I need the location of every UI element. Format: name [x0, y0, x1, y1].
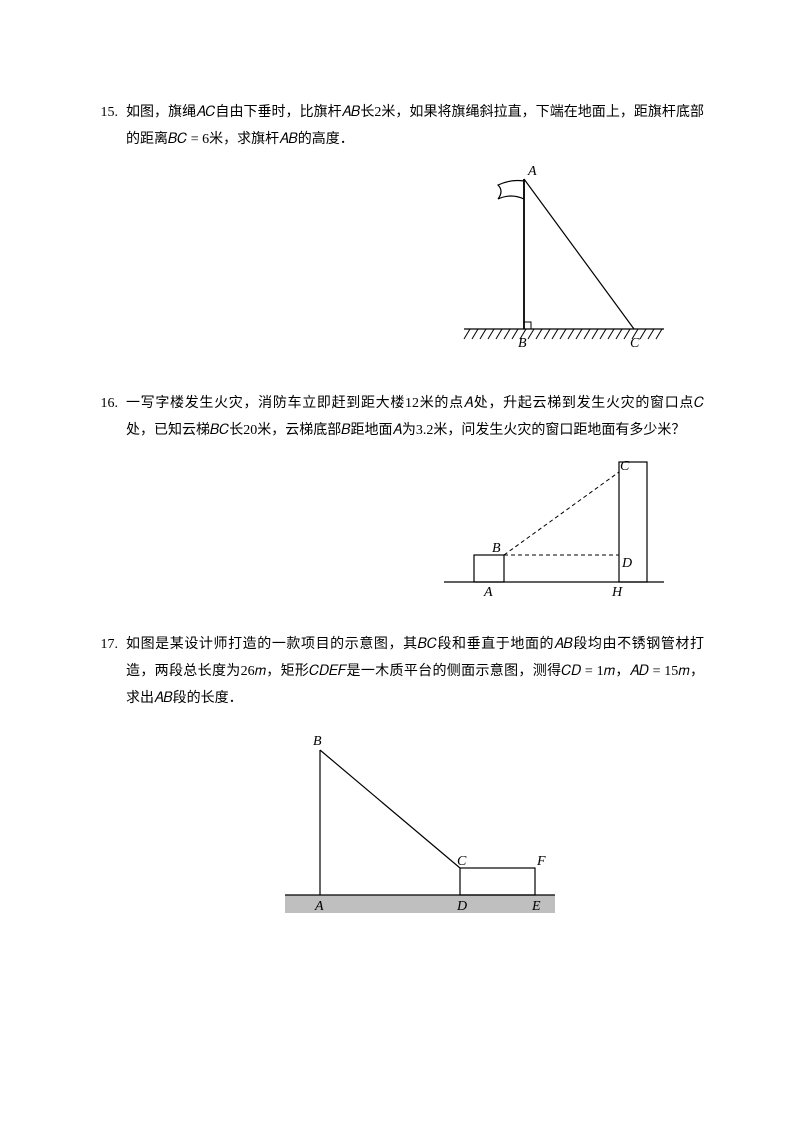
- truck-icon: [474, 555, 504, 582]
- problem-16: 16. 一写字楼发生火灾，消防车立即赶到距大楼12米的点𝐴处，升起云梯到发生火灾…: [90, 391, 704, 602]
- figure-15: A B C: [444, 161, 674, 361]
- figure-container: A B C: [126, 161, 704, 361]
- problem-text: 如图是某设计师打造的一款项目的示意图，其𝐵𝐶段和垂直于地面的𝐴𝐵段均由不锈钢管材…: [126, 632, 704, 712]
- label-b: B: [313, 734, 322, 749]
- label-b: B: [492, 541, 501, 556]
- figure-container: C B D A H: [126, 452, 704, 602]
- label-c: C: [620, 459, 630, 474]
- problem-number: 16.: [90, 391, 126, 602]
- right-angle-icon: [524, 322, 531, 329]
- label-a: A: [314, 899, 324, 914]
- label-d: D: [456, 899, 467, 914]
- label-c: C: [457, 854, 467, 869]
- ground-fill: [285, 895, 555, 913]
- ladder-bc: [504, 472, 619, 555]
- problem-17: 17. 如图是某设计师打造的一款项目的示意图，其𝐵𝐶段和垂直于地面的𝐴𝐵段均由不…: [90, 632, 704, 930]
- label-a: A: [483, 585, 493, 600]
- label-c: C: [630, 336, 640, 351]
- label-e: E: [531, 899, 541, 914]
- label-d: D: [621, 556, 632, 571]
- problem-text: 如图，旗绳𝐴𝐶自由下垂时，比旗杆𝐴𝐵长2米，如果将旗绳斜拉直，下端在地面上，距旗…: [126, 100, 704, 153]
- flag-icon: [498, 181, 524, 200]
- problem-number: 17.: [90, 632, 126, 930]
- rope-ac: [524, 179, 634, 329]
- figure-16: C B D A H: [434, 452, 674, 602]
- figure-container: B A C F D E: [126, 720, 704, 930]
- problem-15: 15. 如图，旗绳𝐴𝐶自由下垂时，比旗杆𝐴𝐵长2米，如果将旗绳斜拉直，下端在地面…: [90, 100, 704, 361]
- problem-body: 如图是某设计师打造的一款项目的示意图，其𝐵𝐶段和垂直于地面的𝐴𝐵段均由不锈钢管材…: [126, 632, 704, 930]
- label-h: H: [611, 585, 623, 600]
- label-a: A: [527, 164, 537, 179]
- label-f: F: [536, 854, 546, 869]
- problem-body: 如图，旗绳𝐴𝐶自由下垂时，比旗杆𝐴𝐵长2米，如果将旗绳斜拉直，下端在地面上，距旗…: [126, 100, 704, 361]
- problem-body: 一写字楼发生火灾，消防车立即赶到距大楼12米的点𝐴处，升起云梯到发生火灾的窗口点…: [126, 391, 704, 602]
- segment-bc: [320, 750, 460, 868]
- problem-number: 15.: [90, 100, 126, 361]
- rect-cdef: [460, 868, 535, 895]
- label-b: B: [518, 336, 527, 351]
- figure-17: B A C F D E: [265, 720, 565, 930]
- problem-text: 一写字楼发生火灾，消防车立即赶到距大楼12米的点𝐴处，升起云梯到发生火灾的窗口点…: [126, 391, 704, 444]
